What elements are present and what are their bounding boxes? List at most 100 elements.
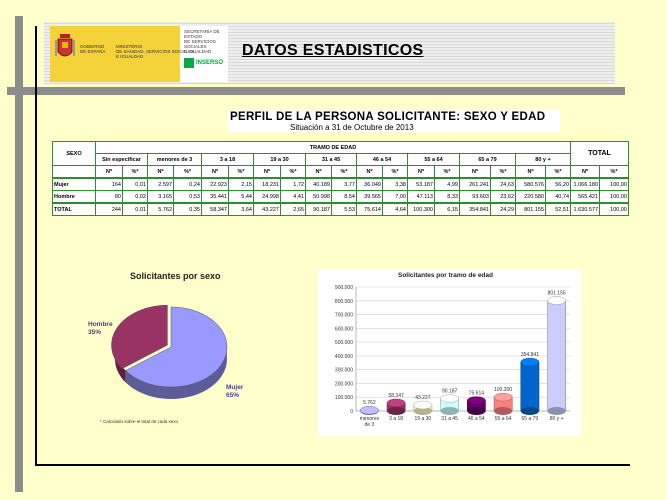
- pie-chart-note: * Calculado sobre el total de cada sexo: [100, 419, 179, 424]
- row-label: Hombre: [52, 190, 96, 204]
- table-row: Hombre 80 0,02 3.165 0,53 35.441 5,44 24.998 4,4…: [52, 190, 629, 204]
- stats-table: SEXO TRAMO DE EDAD TOTAL Sin especificar men…: [52, 141, 629, 216]
- ministry-text-line: E IGUALDAD: [116, 54, 144, 59]
- table-title-box: PERFIL DE LA PERSONA SOLICITANTE: SEXO Y…: [228, 110, 560, 132]
- sub-header-n: Nº: [407, 165, 435, 179]
- total-cell: 100,00: [599, 190, 629, 204]
- table-header-row: SEXO TRAMO DE EDAD TOTAL: [52, 141, 629, 166]
- table-cell: 4,99: [434, 177, 460, 191]
- x-tick-label: 46 a 54: [468, 416, 485, 422]
- pie-label-name: Hombre: [88, 321, 113, 328]
- bar-chart-title: Solicitantes por tramo de edad: [398, 272, 493, 279]
- table-cell: 100.300: [407, 202, 435, 216]
- x-tick-label: 31 a 45: [441, 416, 458, 422]
- pie-label-pct: 65%: [226, 392, 240, 399]
- sub-header-n: Nº: [459, 165, 491, 179]
- total-header: TOTAL: [570, 141, 629, 166]
- sub-header-n: Nº: [570, 165, 600, 179]
- sub-header-n: Nº: [305, 165, 332, 179]
- y-tick-label: 0: [350, 409, 353, 415]
- table-cell: 47.113: [407, 190, 435, 204]
- table-cell: 0,01: [122, 202, 148, 216]
- total-cell: 1.066.180: [570, 177, 600, 191]
- table-cell: 93.603: [459, 190, 491, 204]
- table-cell: 0,02: [122, 190, 148, 204]
- bar-chart: 0 100.000 200.000 300.000 400.000 500.000 600.…: [335, 285, 570, 428]
- sub-header-pct: %*: [434, 165, 460, 179]
- table-cell: 2.597: [147, 177, 174, 191]
- table-cell: 24,29: [490, 202, 516, 216]
- table-cell: 3,38: [382, 177, 408, 191]
- bar-value-label: 354.841: [521, 352, 539, 358]
- sub-header-pct: %*: [545, 165, 571, 179]
- table-cell: 244: [95, 202, 123, 216]
- table-cell: 56,20: [545, 177, 571, 191]
- ministry-text-line: DE SANIDAD, SERVICIOS SOCIALES: [116, 49, 195, 54]
- frame-top-bar: [7, 87, 625, 95]
- table-title: PERFIL DE LA PERSONA SOLICITANTE: SEXO Y…: [230, 111, 546, 123]
- sub-header-pct: %*: [122, 165, 148, 179]
- total-cell: 1.630.577: [570, 202, 600, 216]
- sub-header-pct: %*: [173, 165, 202, 179]
- sub-header-n: Nº: [253, 165, 281, 179]
- table-cell: 24,63: [490, 177, 516, 191]
- table-cell: 0,35: [173, 202, 202, 216]
- x-tick-label: 65 a 79: [522, 416, 539, 422]
- x-tick-label: 80 y +: [550, 416, 564, 422]
- table-cell: 58.347: [201, 202, 229, 216]
- pie-slice-hombre: [111, 304, 168, 370]
- bar-value-label: 801.155: [548, 291, 566, 297]
- age-column-header: 55 a 64: [407, 153, 460, 166]
- pie-chart: [111, 304, 228, 399]
- age-column-header: 31 a 45: [305, 153, 357, 166]
- bar-top: [493, 392, 513, 402]
- table-cell: 90.187: [305, 202, 332, 216]
- x-tick-label: 55 a 64: [495, 416, 512, 422]
- age-column-header: Sin especificar: [95, 153, 148, 166]
- pie-label-mujer: Mujer 65%: [226, 384, 243, 400]
- table-cell: 261.241: [459, 177, 491, 191]
- x-tick-label: menores: [360, 416, 380, 422]
- ministry-text: MINISTERIO DE SANIDAD, SERVICIOS SOCIALE…: [116, 44, 194, 59]
- x-tick-label: de 3: [365, 422, 375, 428]
- sub-header-pct: %*: [382, 165, 408, 179]
- sexo-header: SEXO: [52, 141, 96, 166]
- y-tick-label: 300.000: [335, 368, 353, 374]
- bar-value-label: 58.347: [388, 393, 404, 399]
- age-group-header: TRAMO DE EDAD: [95, 141, 571, 154]
- total-cell: 100,00: [599, 177, 629, 191]
- table-cell: 18.231: [253, 177, 281, 191]
- bar-value-label: 43.227: [415, 395, 431, 401]
- bar-top: [547, 296, 566, 305]
- table-cell: 24.998: [253, 190, 281, 204]
- total-cell: 100,00: [599, 202, 629, 216]
- age-column-header: 80 y +: [515, 153, 571, 166]
- table-cell: 4,41: [280, 190, 306, 204]
- x-tick-label: 19 a 30: [415, 416, 432, 422]
- bar-base: [413, 406, 432, 416]
- age-column-header: 19 a 30: [253, 153, 306, 166]
- table-subtitle: Situación a 31 de Octubre de 2013: [290, 123, 414, 132]
- y-tick-label: 500.000: [335, 340, 353, 346]
- gov-strip: [50, 26, 180, 82]
- gov-text-line: GOBIERNO: [80, 44, 105, 49]
- table-cell: 22.923: [201, 177, 229, 191]
- sub-header-pct: %*: [228, 165, 254, 179]
- y-tick-label: 600.000: [335, 326, 353, 332]
- bar-top: [386, 398, 406, 408]
- secretaria-text-line: DE SERVICIOS SOCIALES: [184, 39, 216, 49]
- table-cell: 80: [95, 190, 123, 204]
- table-cell: 5,44: [228, 190, 254, 204]
- table-cell: 8,33: [434, 190, 460, 204]
- government-logo: GOBIERNO DE ESPAÑA MINISTERIO DE SANIDAD…: [50, 26, 228, 82]
- table-cell: 2,15: [228, 177, 254, 191]
- table-cell: 6,15: [434, 202, 460, 216]
- pie-chart-panel: [85, 268, 253, 430]
- age-column-header: 46 a 54: [356, 153, 408, 166]
- y-tick-label: 400.000: [335, 354, 353, 360]
- table-cell: 50.998: [305, 190, 332, 204]
- bar-top: [440, 394, 459, 403]
- pie-label-hombre: Hombre 35%: [88, 321, 113, 337]
- table-cell: 5,53: [331, 202, 357, 216]
